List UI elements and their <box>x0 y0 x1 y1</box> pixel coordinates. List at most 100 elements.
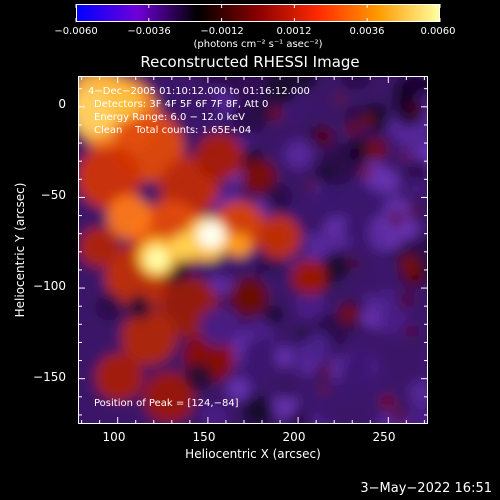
annotation-method-counts: Clean Total counts: 1.65E+04 <box>94 125 252 136</box>
heatmap-cell <box>95 353 143 401</box>
heatmap-cell <box>311 184 348 221</box>
heatmap-cell <box>79 227 119 267</box>
heatmap-cell <box>409 380 427 406</box>
heatmap-cell <box>377 305 407 335</box>
heatmap-cell <box>268 106 283 121</box>
x-tick-label: 100 <box>102 430 126 444</box>
y-tick-label: 0 <box>58 97 66 111</box>
heatmap-cell <box>317 364 332 379</box>
heatmap-cell <box>389 211 404 226</box>
colorbar-tick-label: −0.0012 <box>200 26 244 37</box>
heatmap-cell <box>323 301 337 315</box>
heatmap-cell <box>170 233 198 261</box>
heatmap-cell <box>365 138 388 161</box>
heatmap-cell <box>360 165 373 178</box>
heatmap-cell <box>202 77 236 90</box>
heatmap-cell <box>360 309 378 327</box>
heatmap-cell <box>399 294 413 308</box>
heatmap-cell <box>185 363 213 391</box>
heatmap-cell <box>377 288 400 311</box>
colorbar <box>76 4 440 22</box>
heatmap-cell <box>241 395 275 423</box>
heatmap-cell <box>346 121 360 136</box>
colorbar-tick-label: −0.0060 <box>54 26 98 37</box>
heatmap-cell <box>265 183 293 211</box>
heatmap-cell <box>197 221 225 249</box>
heatmap-cell <box>361 114 375 128</box>
heatmap-cell <box>291 259 327 295</box>
heatmap-cell <box>241 159 277 195</box>
heatmap-cell <box>127 295 151 319</box>
heatmap-image <box>79 77 427 423</box>
heatmap-cell <box>319 385 329 395</box>
annotation-detectors: Detectors: 3F 4F 5F 6F 7F 8F, Att 0 <box>94 99 269 110</box>
heatmap-cell <box>338 303 359 325</box>
plot-timestamp: 3−May−2022 16:51 <box>360 481 492 496</box>
heatmap-cell <box>405 158 427 186</box>
heatmap-cell <box>307 410 323 423</box>
heatmap-cell <box>227 233 251 257</box>
heatmap-cell <box>320 252 350 282</box>
heatmap-cell <box>145 247 169 271</box>
heatmap-cell <box>121 309 177 365</box>
x-tick-label: 200 <box>282 430 306 444</box>
heatmap-cell <box>340 77 373 91</box>
heatmap-cell <box>393 95 425 127</box>
plot-area: 4−Dec−2005 01:10:12.000 to 01:16:12.000 … <box>78 76 428 424</box>
heatmap-cell <box>284 140 313 169</box>
heatmap-cell <box>306 334 333 361</box>
heatmap-cell <box>79 145 141 209</box>
heatmap-cell <box>408 205 420 218</box>
heatmap-cell <box>400 151 410 161</box>
colorbar-tick-label: 0.0012 <box>276 26 312 37</box>
y-tick-label: −50 <box>40 188 66 202</box>
heatmap-cell <box>106 84 142 120</box>
heatmap-cell <box>315 165 332 182</box>
colorbar-tick-label: 0.0036 <box>349 26 385 37</box>
heatmap-cell <box>279 385 293 399</box>
heatmap-cell <box>228 96 268 137</box>
heatmap-cell <box>408 401 427 423</box>
heatmap-cell <box>420 77 427 95</box>
heatmap-cell <box>261 77 300 106</box>
heatmap-cell <box>257 215 301 259</box>
colorbar-units: (photons cm⁻² s⁻¹ asec⁻²) <box>193 39 323 50</box>
x-tick-label: 150 <box>192 430 216 444</box>
heatmap-cell <box>335 94 345 104</box>
y-tick-label: −100 <box>33 279 66 293</box>
chart-title: Reconstructed RHESSI Image <box>140 53 360 71</box>
heatmap-cell <box>372 168 400 196</box>
heatmap-cell <box>409 103 422 116</box>
heatmap-cell <box>368 227 388 247</box>
colorbar-tick-label: −0.0036 <box>127 26 171 37</box>
heatmap-cell <box>392 408 406 423</box>
heatmap-cell <box>305 180 316 191</box>
heatmap-cell <box>409 179 424 194</box>
x-axis-label: Heliocentric X (arcsec) <box>185 447 321 461</box>
heatmap-cell <box>195 133 243 181</box>
heatmap-cell <box>379 394 396 410</box>
heatmap-cell <box>295 288 327 321</box>
heatmap-cell <box>226 377 251 401</box>
heatmap-cell <box>339 357 371 389</box>
heatmap-cell <box>264 305 284 325</box>
heatmap-cell <box>334 234 350 250</box>
heatmap-cell <box>241 339 277 375</box>
heatmap-cell <box>404 324 417 338</box>
annotation-energy-range: Energy Range: 6.0 − 12.0 keV <box>94 112 245 123</box>
heatmap-cell <box>107 195 151 239</box>
heatmap-cell <box>229 277 269 317</box>
heatmap-cell <box>398 253 421 276</box>
heatmap-cell <box>425 112 427 127</box>
heatmap-cell <box>272 393 299 420</box>
annotation-time-range: 4−Dec−2005 01:10:12.000 to 01:16:12.000 <box>88 86 310 97</box>
annotation-peak-position: Position of Peak = [124,−84] <box>94 398 239 409</box>
x-tick-label: 250 <box>372 430 396 444</box>
heatmap-cell <box>95 293 123 321</box>
heatmap-cell <box>273 346 294 367</box>
heatmap-cell <box>199 307 239 347</box>
heatmap-cell <box>314 126 334 147</box>
y-axis-label: Heliocentric Y (arcsec) <box>13 182 27 318</box>
colorbar-tick-label: 0.0060 <box>420 26 456 37</box>
y-tick-label: −150 <box>33 370 66 384</box>
